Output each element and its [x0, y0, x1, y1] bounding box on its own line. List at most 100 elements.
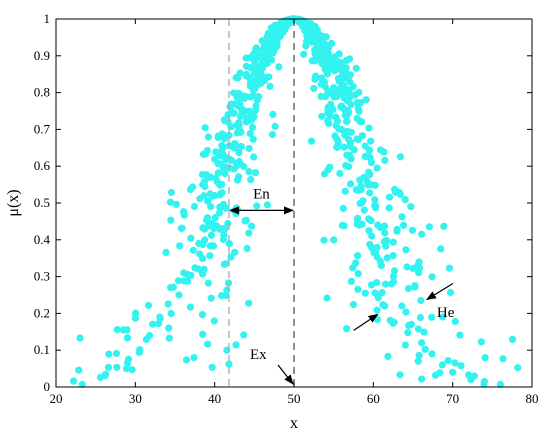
data-point — [335, 125, 343, 133]
data-point — [302, 42, 310, 50]
data-point — [269, 46, 277, 54]
y-tick-label: 0.7 — [34, 121, 51, 136]
data-point — [186, 303, 195, 311]
data-point — [224, 118, 232, 126]
data-point — [440, 222, 448, 230]
data-point — [248, 123, 257, 131]
data-point — [340, 222, 348, 230]
data-point — [346, 55, 354, 63]
data-point — [309, 32, 317, 40]
data-point — [189, 246, 197, 254]
data-point — [175, 291, 183, 299]
data-point — [340, 91, 348, 100]
data-point — [399, 221, 408, 229]
x-tick-label: 30 — [129, 391, 142, 406]
data-point — [404, 284, 413, 293]
data-point — [354, 214, 362, 222]
data-point — [247, 176, 255, 184]
data-point — [247, 116, 256, 124]
data-point — [356, 199, 364, 207]
data-point — [446, 288, 455, 297]
data-point — [201, 124, 209, 132]
data-point — [237, 142, 245, 151]
data-point — [324, 117, 332, 125]
he-arrow-upper — [426, 283, 454, 301]
data-point — [243, 244, 251, 253]
data-point — [252, 102, 260, 110]
data-point — [216, 181, 224, 189]
data-point — [366, 189, 374, 197]
data-point — [232, 341, 240, 349]
data-point — [226, 164, 234, 172]
data-point — [365, 124, 373, 132]
data-point — [345, 136, 353, 144]
data-point — [187, 234, 195, 242]
data-point — [233, 205, 241, 213]
data-point — [368, 232, 376, 240]
data-point — [198, 171, 206, 179]
data-point — [408, 226, 417, 234]
data-point — [260, 73, 268, 81]
data-point — [216, 148, 224, 157]
data-point — [352, 259, 360, 267]
data-point — [312, 72, 320, 80]
data-point — [219, 200, 227, 209]
x-tick-label: 40 — [208, 391, 221, 406]
data-point — [398, 213, 406, 221]
ex-label: Ex — [250, 347, 267, 363]
data-point — [330, 84, 338, 92]
data-point — [303, 28, 311, 36]
data-point — [182, 356, 191, 364]
y-tick-label: 0.9 — [34, 48, 50, 63]
data-point — [343, 325, 351, 333]
data-point — [333, 143, 341, 151]
data-point — [465, 371, 473, 379]
data-point — [248, 222, 256, 230]
data-point — [514, 364, 522, 372]
data-point — [380, 148, 388, 156]
en-label: En — [253, 186, 270, 202]
data-point — [240, 331, 248, 339]
data-point — [335, 50, 343, 58]
data-point — [337, 102, 345, 110]
data-point — [136, 346, 144, 354]
data-point — [309, 23, 317, 31]
data-point — [354, 270, 362, 278]
data-point — [265, 73, 273, 81]
data-point — [310, 84, 318, 93]
data-point — [444, 357, 452, 365]
data-point — [113, 363, 121, 371]
data-point — [367, 281, 376, 289]
data-point — [383, 254, 391, 262]
data-point — [421, 345, 429, 353]
x-tick-label: 80 — [526, 391, 539, 406]
data-point — [275, 63, 283, 71]
data-point — [167, 188, 175, 197]
data-point — [379, 301, 387, 309]
data-point — [245, 229, 253, 237]
x-axis-title: x — [290, 415, 298, 432]
data-point — [360, 173, 368, 181]
data-point — [259, 64, 267, 72]
scatter-points — [70, 15, 522, 388]
data-point — [391, 185, 399, 193]
data-point — [336, 85, 344, 93]
data-point — [415, 258, 423, 266]
data-point — [425, 223, 433, 231]
data-point — [376, 257, 384, 265]
data-point — [105, 350, 113, 358]
data-point — [241, 217, 249, 225]
data-point — [396, 371, 404, 379]
data-point — [349, 301, 357, 309]
data-point — [269, 110, 277, 118]
data-point — [346, 151, 354, 159]
data-point — [324, 108, 332, 116]
data-point — [246, 129, 254, 138]
data-point — [382, 242, 390, 250]
data-point — [373, 306, 381, 314]
data-point — [200, 192, 208, 200]
data-point — [254, 75, 262, 83]
data-point — [381, 222, 389, 230]
